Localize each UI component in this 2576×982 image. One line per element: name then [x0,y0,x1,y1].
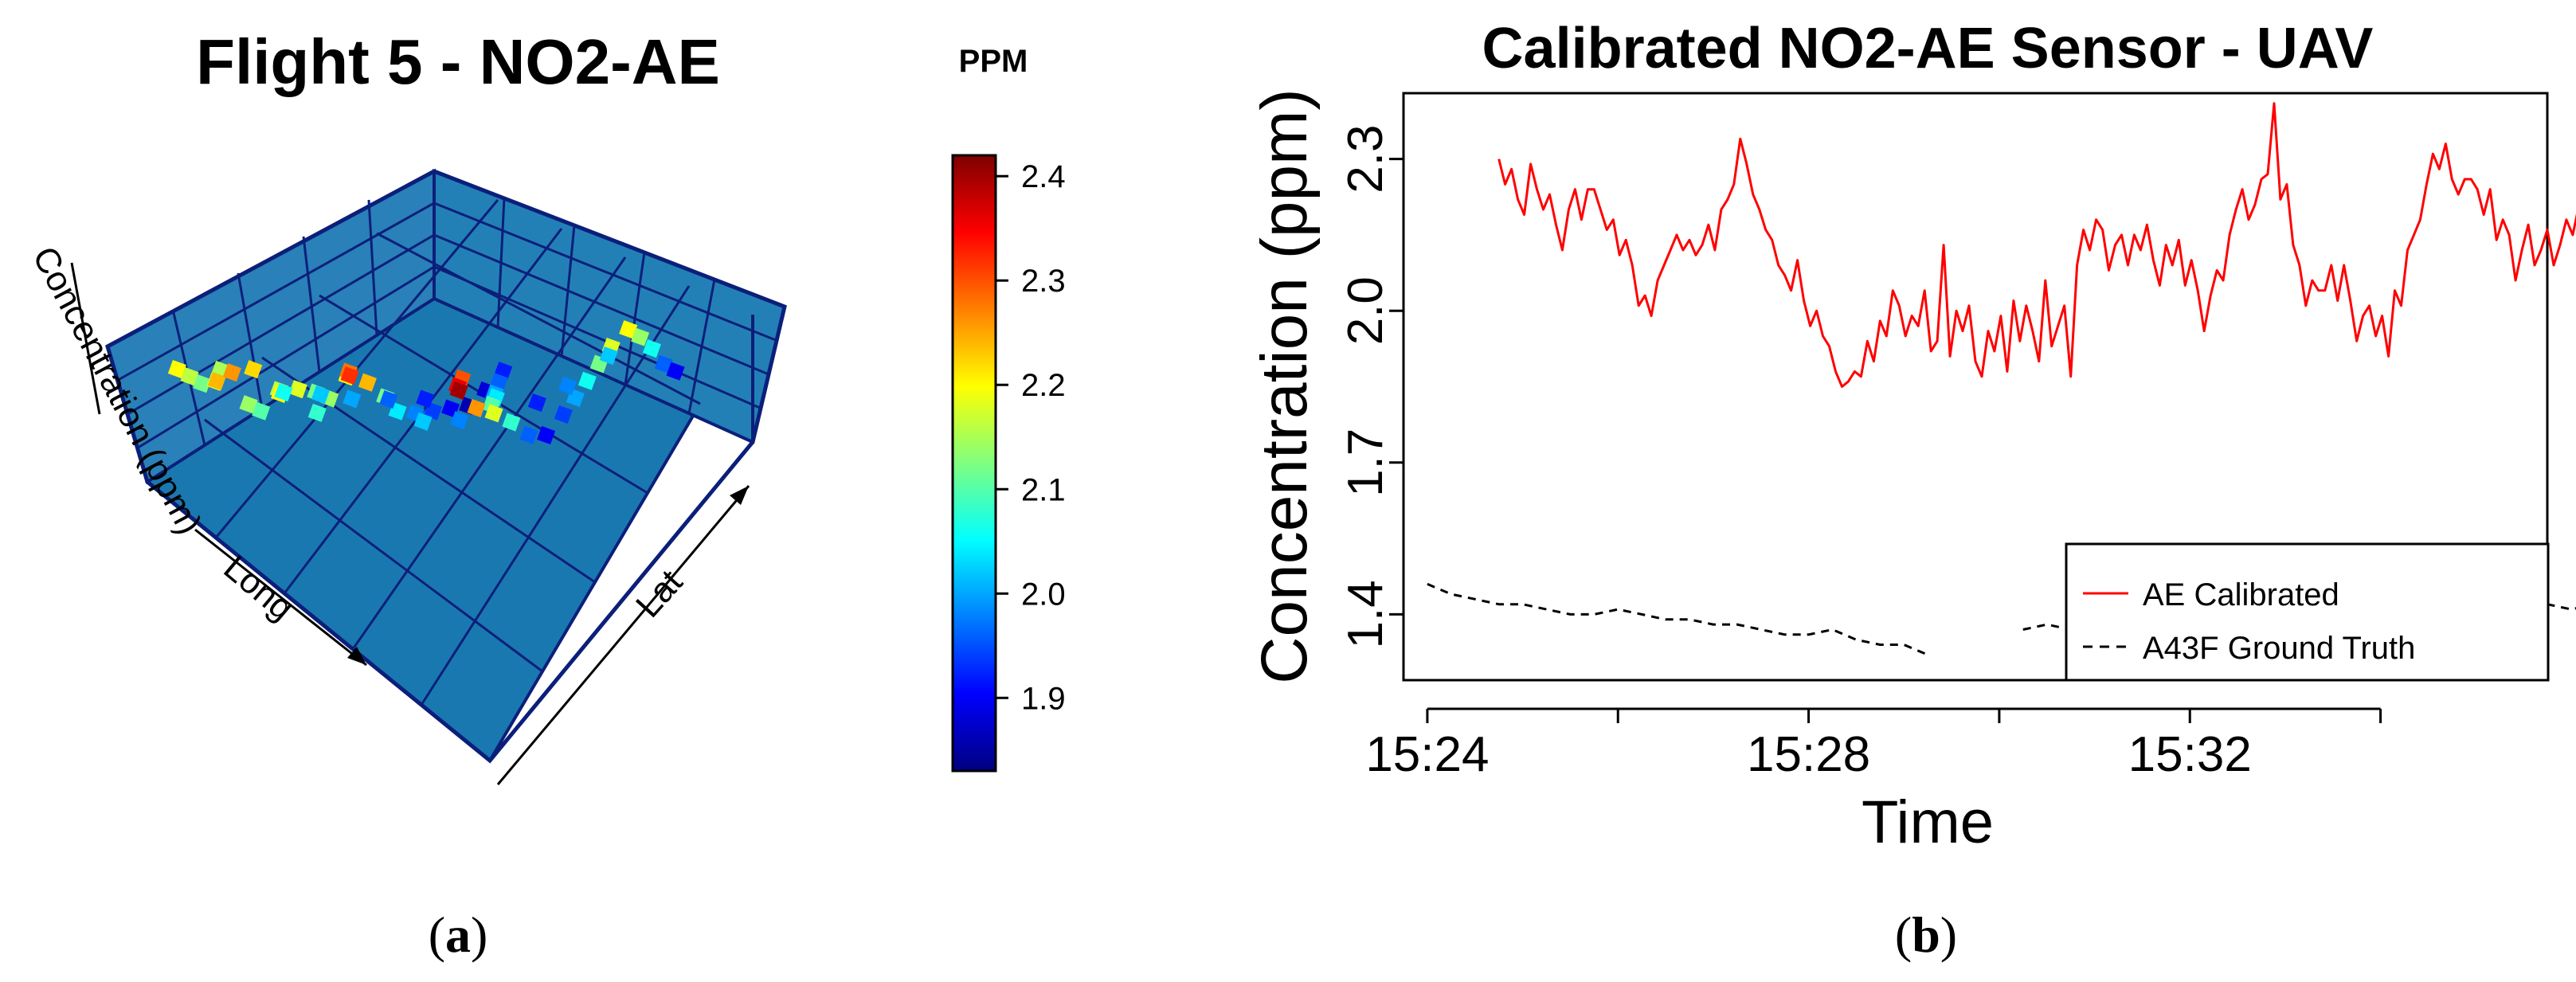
wall-grid-line [433,233,769,376]
scatter-point [193,374,212,393]
scatter-point [558,376,577,395]
scatter-point [244,360,263,379]
wall-grid-line [687,279,716,414]
wall-grid-line [560,225,576,357]
scatter-point [502,413,521,432]
x-axis-title: Time [1862,788,1994,856]
y-tick-label: 1.7 [1338,428,1393,497]
y-axis-arrowhead [730,486,749,505]
scatter-point [484,404,503,423]
legend: AE Calibrated A43F Ground Truth [2065,542,2550,682]
wall-grid-line [433,265,761,409]
scatter-point [413,412,433,431]
scatter-point [222,363,241,382]
legend-label-ae-calibrated: AE Calibrated [2143,577,2339,612]
x-tick-label: 15:28 [1747,727,1870,782]
panel-a-caption: (a) [429,906,488,963]
scatter-point [343,389,362,409]
panel-a-3d-scatter: Flight 5 - NO2-AE Concentration (ppm) Lo… [25,26,1065,963]
scatter-point [599,346,618,366]
scatter-point [239,395,258,414]
scatter-point [527,393,546,413]
colorbar-tick-label: 2.3 [1021,264,1066,299]
colorbar [951,154,997,773]
x-axis: 15:24 15:28 15:32 [1365,707,2382,782]
y-tick-label: 1.4 [1338,580,1393,648]
y-tick-label: 2.0 [1338,276,1393,345]
scatter-point [311,385,330,405]
wall-grid-line [433,201,777,342]
scatter-point [619,320,638,339]
wall-grid-line [367,199,378,336]
floor-grid-line [376,232,701,405]
scatter-point [577,371,597,390]
wall-grid-line [127,233,435,416]
x-tick-label: 15:24 [1365,727,1489,782]
wall-grid-line [237,272,264,409]
chart-title: Calibrated NO2-AE Sensor - UAV [1482,17,2374,80]
panel-a-title: Flight 5 - NO2-AE [196,26,720,97]
colorbar-tick-label: 1.9 [1021,681,1066,716]
z-axis-arrow [70,262,101,415]
scatter-point [449,381,468,400]
floor-grid-line [204,418,543,673]
scatter-point [379,390,398,409]
wall-grid-line [116,201,435,381]
y-axis: 1.4 1.7 2.0 2.3 [1338,124,1403,649]
y-axis-title: Concentration (ppm) [1248,88,1321,683]
scatter-point [340,366,359,385]
scatter-point [167,359,186,379]
x-axis-arrowhead [347,647,366,665]
colorbar-tick-label: 2.4 [1021,159,1066,194]
scatter-points [167,320,685,445]
scatter-point [358,373,377,392]
y-tick-label: 2.3 [1338,124,1393,193]
scatter-point [274,383,293,402]
scatter-point [416,389,435,409]
wall-grid-line [302,236,321,373]
y-axis-arrow [496,485,750,785]
scatter-point [537,425,556,445]
wall-grid-line [624,252,646,385]
scatter-point [666,362,685,381]
legend-label-a43f-ground-truth: A43F Ground Truth [2143,631,2415,666]
panel-b-line-chart: Calibrated NO2-AE Sensor - UAV 1.4 1.7 2.0… [1248,17,2576,963]
plot-frame [1402,92,2549,682]
colorbar-tick-label: 2.2 [1021,368,1066,403]
series-line-ae-calibrated [1497,102,2576,388]
wall-grid-line [136,265,435,449]
scatter-point [642,339,661,358]
scatter-point [307,403,327,422]
scatter-point [180,367,199,386]
colorbar-tick-label: 2.0 [1021,577,1066,612]
scatter-point [554,405,573,424]
colorbar-title: PPM [959,44,1028,79]
scatter-point [288,380,307,399]
scatter-point [252,401,271,421]
wall-grid-line [496,198,506,328]
scatter-point [467,399,486,418]
colorbar-ticks: 2.4 2.3 2.2 2.1 2.0 1.9 [996,159,1066,716]
scatter-point [631,327,650,346]
scatter-point [450,411,469,430]
legend-box [2065,542,2550,682]
colorbar-tick-label: 2.1 [1021,472,1066,507]
scatter-point [207,372,226,391]
scatter-point [519,425,538,444]
x-axis-arrow [194,528,367,667]
floor-grid-line [420,285,691,706]
panel-b-caption: (b) [1895,906,1957,963]
floor-grid-line [351,256,627,650]
scatter-point [654,354,673,374]
x-tick-label: 15:32 [2128,727,2252,782]
